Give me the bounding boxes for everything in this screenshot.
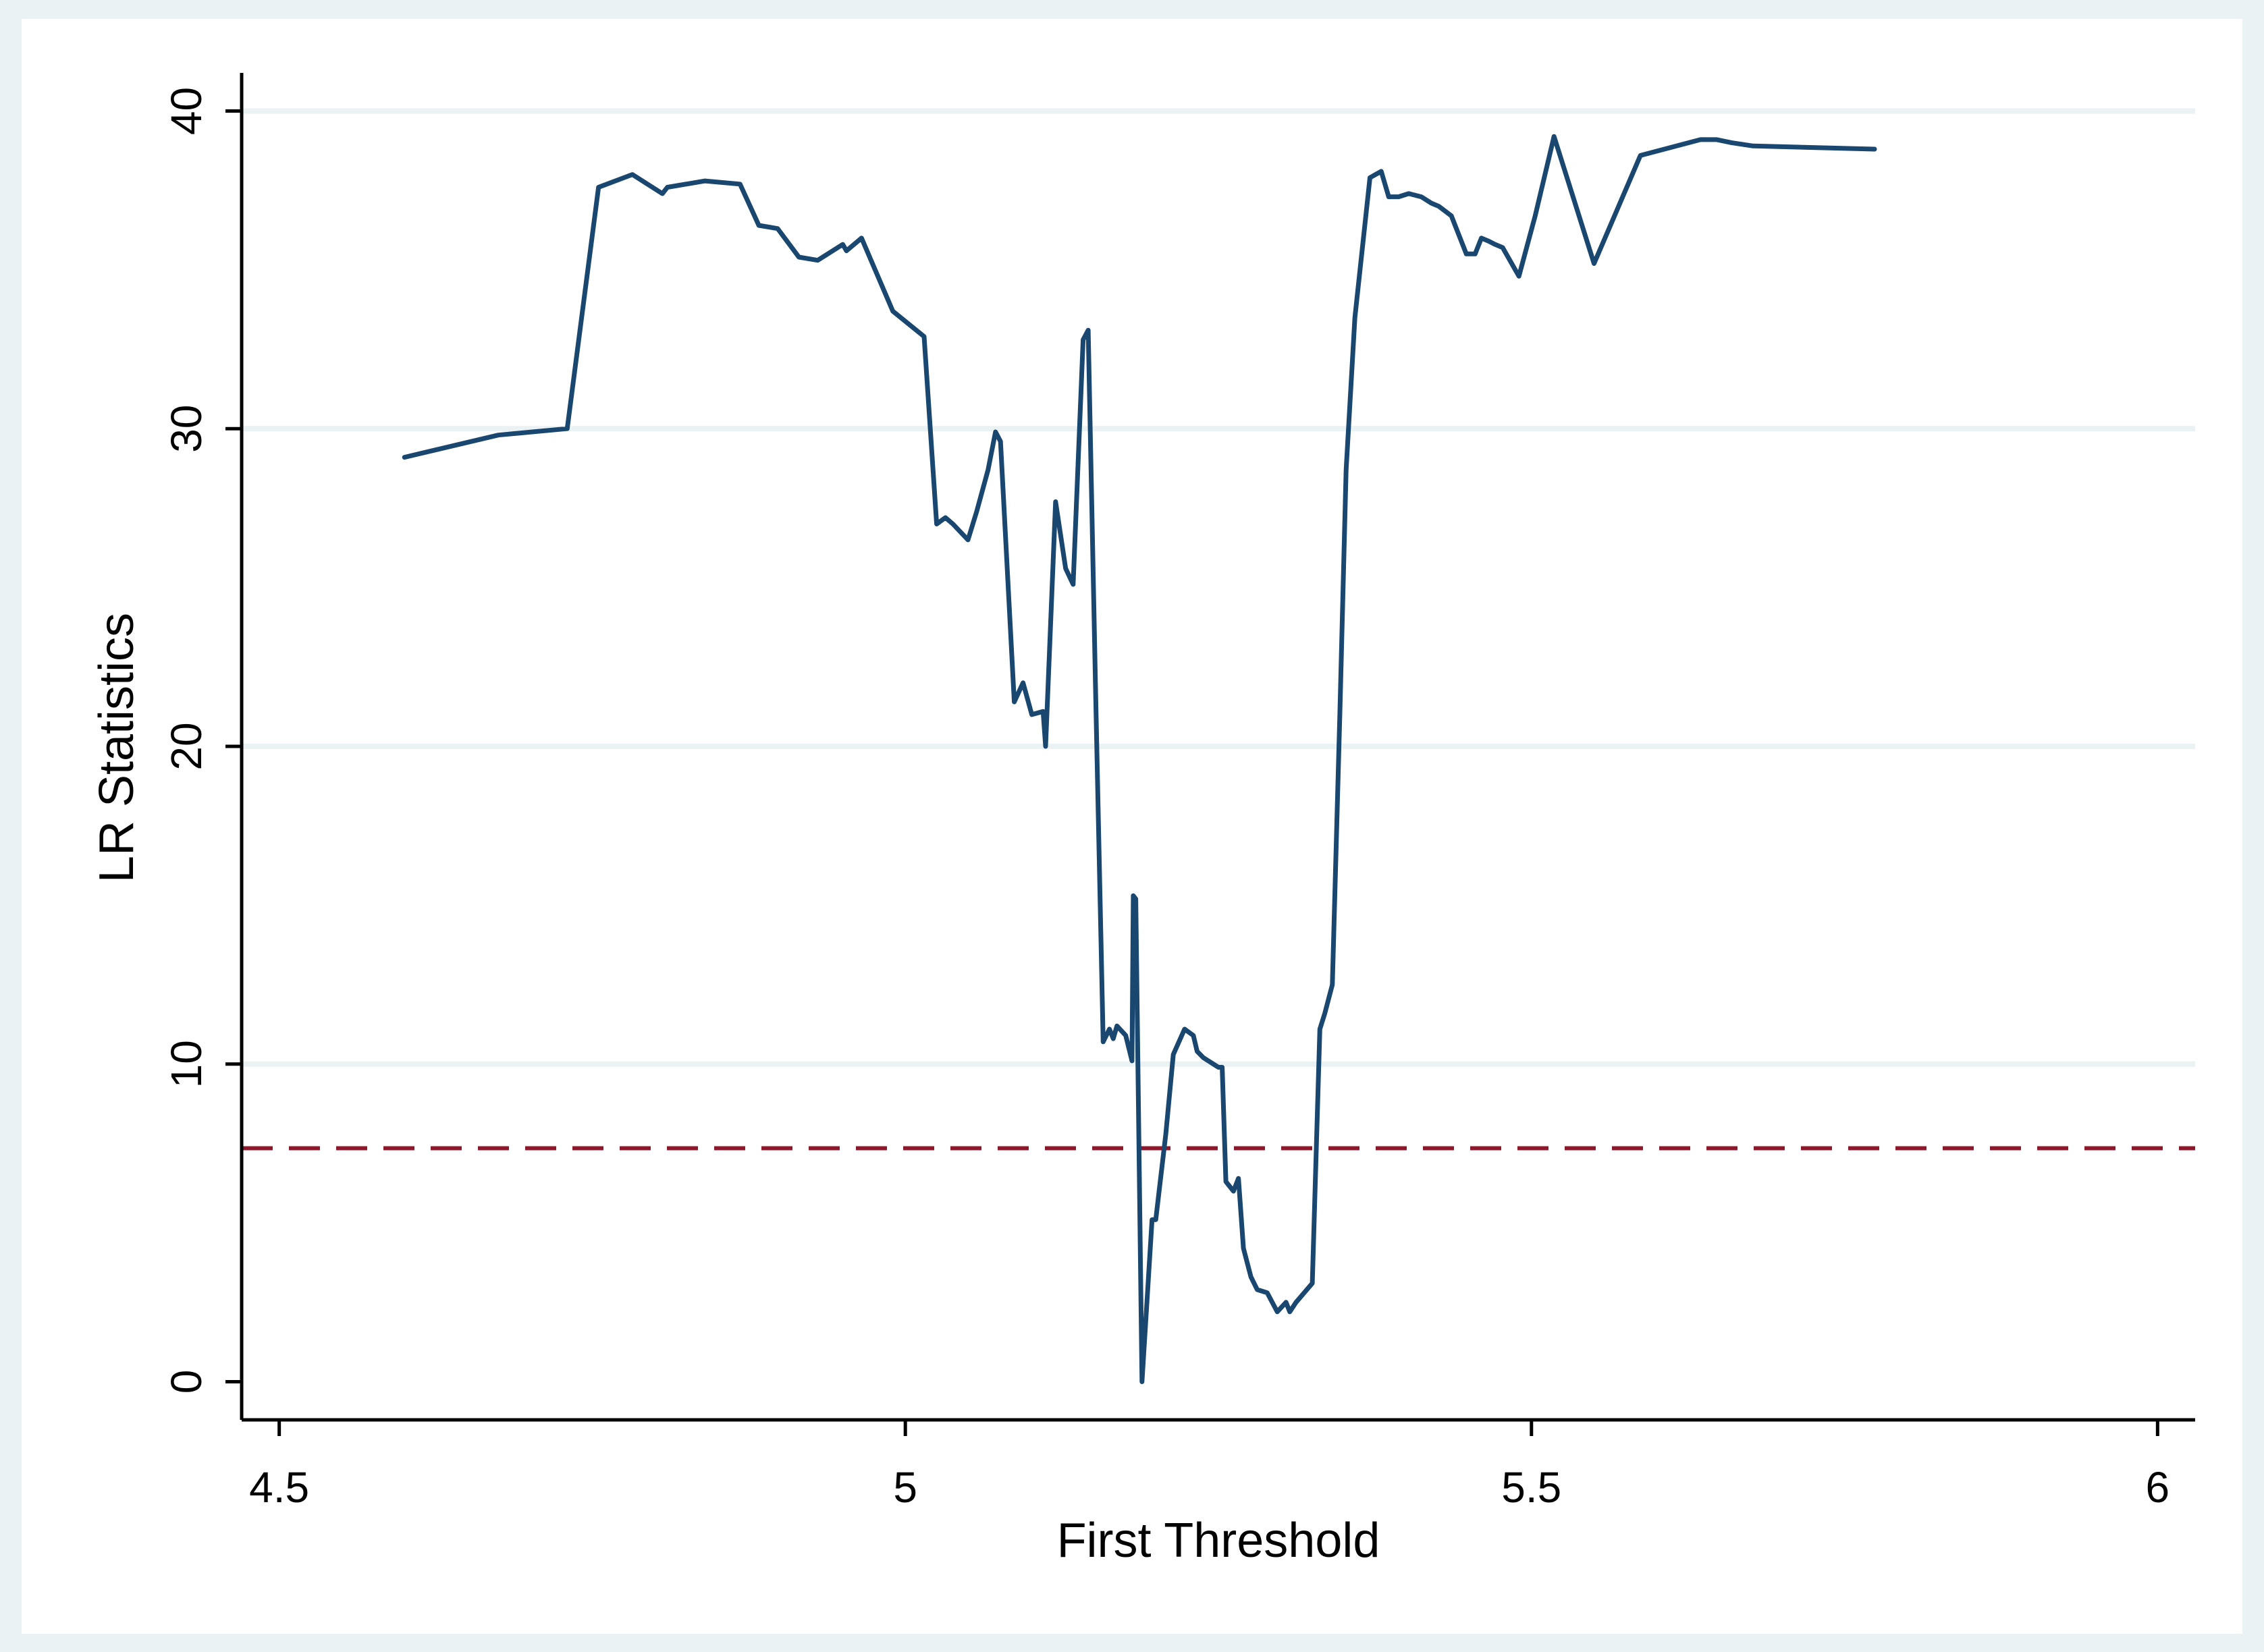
x-axis-ticks: 4.5 5 5.5 6 (249, 1420, 2169, 1512)
y-tick-label: 30 (162, 405, 211, 453)
y-tick-label: 40 (162, 87, 211, 135)
y-axis-ticks: 0 10 20 30 40 (162, 87, 242, 1394)
y-axis-title: LR Statistics (90, 613, 144, 883)
x-tick-label: 5.5 (1501, 1463, 1561, 1512)
x-tick-label: 4.5 (249, 1463, 309, 1512)
y-tick-label: 10 (162, 1040, 211, 1088)
x-axis-title: First Threshold (1057, 1514, 1380, 1568)
y-tick-label: 20 (162, 722, 211, 770)
plot-region (22, 19, 2242, 1634)
x-tick-label: 6 (2146, 1463, 2170, 1512)
x-tick-label: 5 (893, 1463, 917, 1512)
y-tick-label: 0 (162, 1370, 211, 1394)
series-line (402, 134, 1877, 1384)
